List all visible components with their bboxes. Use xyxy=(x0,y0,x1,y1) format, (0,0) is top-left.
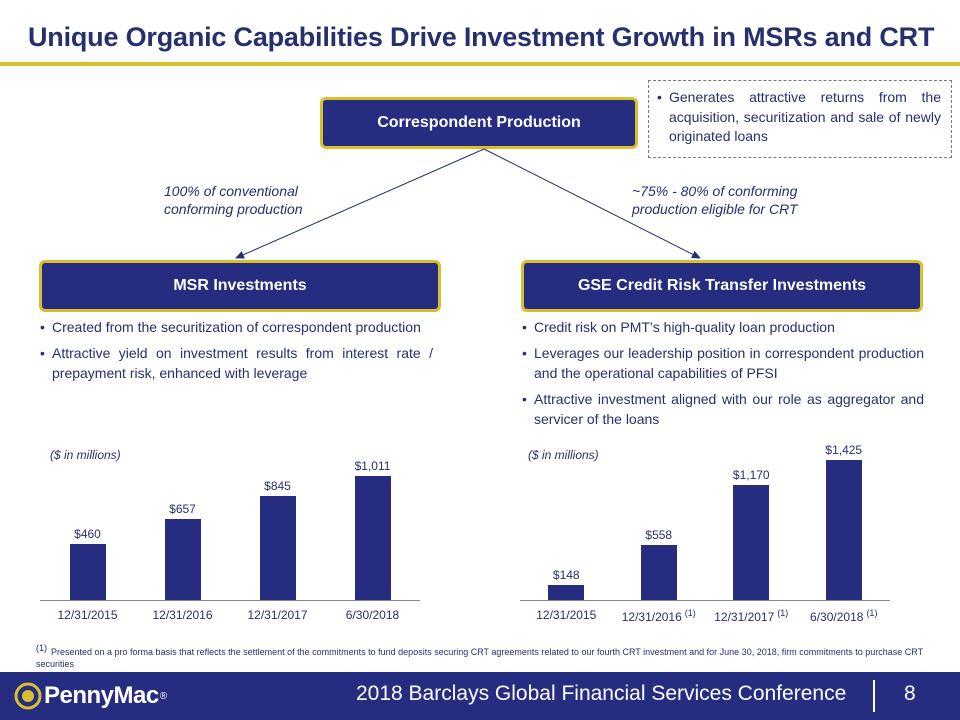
chart-value-label: $460 xyxy=(74,526,101,541)
msr-chart-unit: ($ in millions) xyxy=(50,448,121,462)
crt-bullet: Leverages our leadership position in cor… xyxy=(522,344,924,384)
msr-bullets: Created from the securitization of corre… xyxy=(40,318,433,390)
chart-value-label: $558 xyxy=(645,528,673,543)
crt-investments-label: GSE Credit Risk Transfer Investments xyxy=(577,277,867,294)
chart-value-label: $1,011 xyxy=(354,458,391,473)
chart-value-label: $845 xyxy=(264,479,291,494)
footer-separator xyxy=(873,680,875,712)
chart-bar xyxy=(640,545,677,600)
footnote-text: Presented on a pro forma basis that refl… xyxy=(36,647,923,669)
conference-name: 2018 Barclays Global Financial Services … xyxy=(356,682,847,705)
right-arrow-label: ~75% - 80% of conforming production elig… xyxy=(632,183,798,218)
logo-mark-icon xyxy=(14,682,42,710)
crt-bullet: Attractive investment aligned with our r… xyxy=(522,390,924,430)
crt-investments-box: GSE Credit Risk Transfer Investments xyxy=(521,260,923,312)
page-title: Unique Organic Capabilities Drive Invest… xyxy=(28,22,935,52)
chart-category-label: 12/31/2017 xyxy=(247,608,308,622)
chart-bar xyxy=(259,496,296,600)
chart-bar xyxy=(164,519,201,600)
chart-value-label: $1,170 xyxy=(732,468,770,483)
chart-category-label: 12/31/2016 (1) xyxy=(621,608,696,624)
crt-bullet: Credit risk on PMT’s high-quality loan p… xyxy=(522,318,924,338)
chart-axis xyxy=(520,600,890,601)
chart-category-note: (1) xyxy=(684,608,696,618)
msr-bullet: Attractive yield on investment results f… xyxy=(40,344,433,384)
arrow-to-crt xyxy=(483,148,701,259)
crt-bar-chart: $148 12/31/2015 $558 12/31/2016 (1) $1,170 12/… xyxy=(520,440,890,630)
chart-category-note: (1) xyxy=(866,608,878,618)
chart-bar xyxy=(69,543,106,600)
crt-chart-unit: ($ in millions) xyxy=(528,448,599,462)
chart-axis xyxy=(40,600,420,601)
callout-box: Generates attractive returns from the ac… xyxy=(648,80,952,158)
footer-bar: PennyMac ® 2018 Barclays Global Financia… xyxy=(0,672,960,720)
chart-category-label: 12/31/2015 xyxy=(57,608,118,622)
footnote: (1) Presented on a pro forma basis that r… xyxy=(36,643,936,670)
left-arrow-label: 100% of conventional conforming producti… xyxy=(164,183,303,218)
chart-value-label: $657 xyxy=(169,502,196,517)
pennymac-logo: PennyMac ® xyxy=(14,680,167,712)
chart-bar xyxy=(825,460,862,600)
flow-arrows xyxy=(235,148,701,259)
logo-registered: ® xyxy=(159,690,168,702)
msr-investments-box: MSR Investments xyxy=(39,260,441,312)
chart-value-label: $1,425 xyxy=(825,443,863,458)
correspondent-production-label: Correspondent Production xyxy=(377,114,581,131)
chart-bar xyxy=(548,585,585,600)
msr-bar-chart: $460 12/31/2015 $657 12/31/2016 $845 12/31/20… xyxy=(40,440,420,630)
chart-bar xyxy=(354,475,391,600)
chart-category-label: 6/30/2018 xyxy=(345,608,400,622)
chart-category-label: 6/30/2018 (1) xyxy=(810,608,878,624)
arrow-to-msr xyxy=(235,148,485,259)
chart-category-label: 12/31/2015 xyxy=(536,608,597,622)
logo-text: PennyMac xyxy=(44,682,159,709)
correspondent-production-box: Correspondent Production xyxy=(320,97,638,149)
chart-bar xyxy=(733,485,770,600)
page-number: 8 xyxy=(904,682,916,705)
msr-investments-label: MSR Investments xyxy=(173,277,307,294)
footnote-marker: (1) xyxy=(36,643,47,653)
chart-value-label: $148 xyxy=(552,568,580,583)
chart-category-label: 12/31/2016 xyxy=(152,608,213,622)
title-rule xyxy=(0,62,960,66)
chart-category-note: (1) xyxy=(777,608,789,618)
msr-bullet: Created from the securitization of corre… xyxy=(40,318,433,338)
crt-bullets: Credit risk on PMT’s high-quality loan p… xyxy=(522,318,924,435)
chart-category-label: 12/31/2017 (1) xyxy=(714,608,789,624)
callout-text: Generates attractive returns from the ac… xyxy=(657,88,941,147)
